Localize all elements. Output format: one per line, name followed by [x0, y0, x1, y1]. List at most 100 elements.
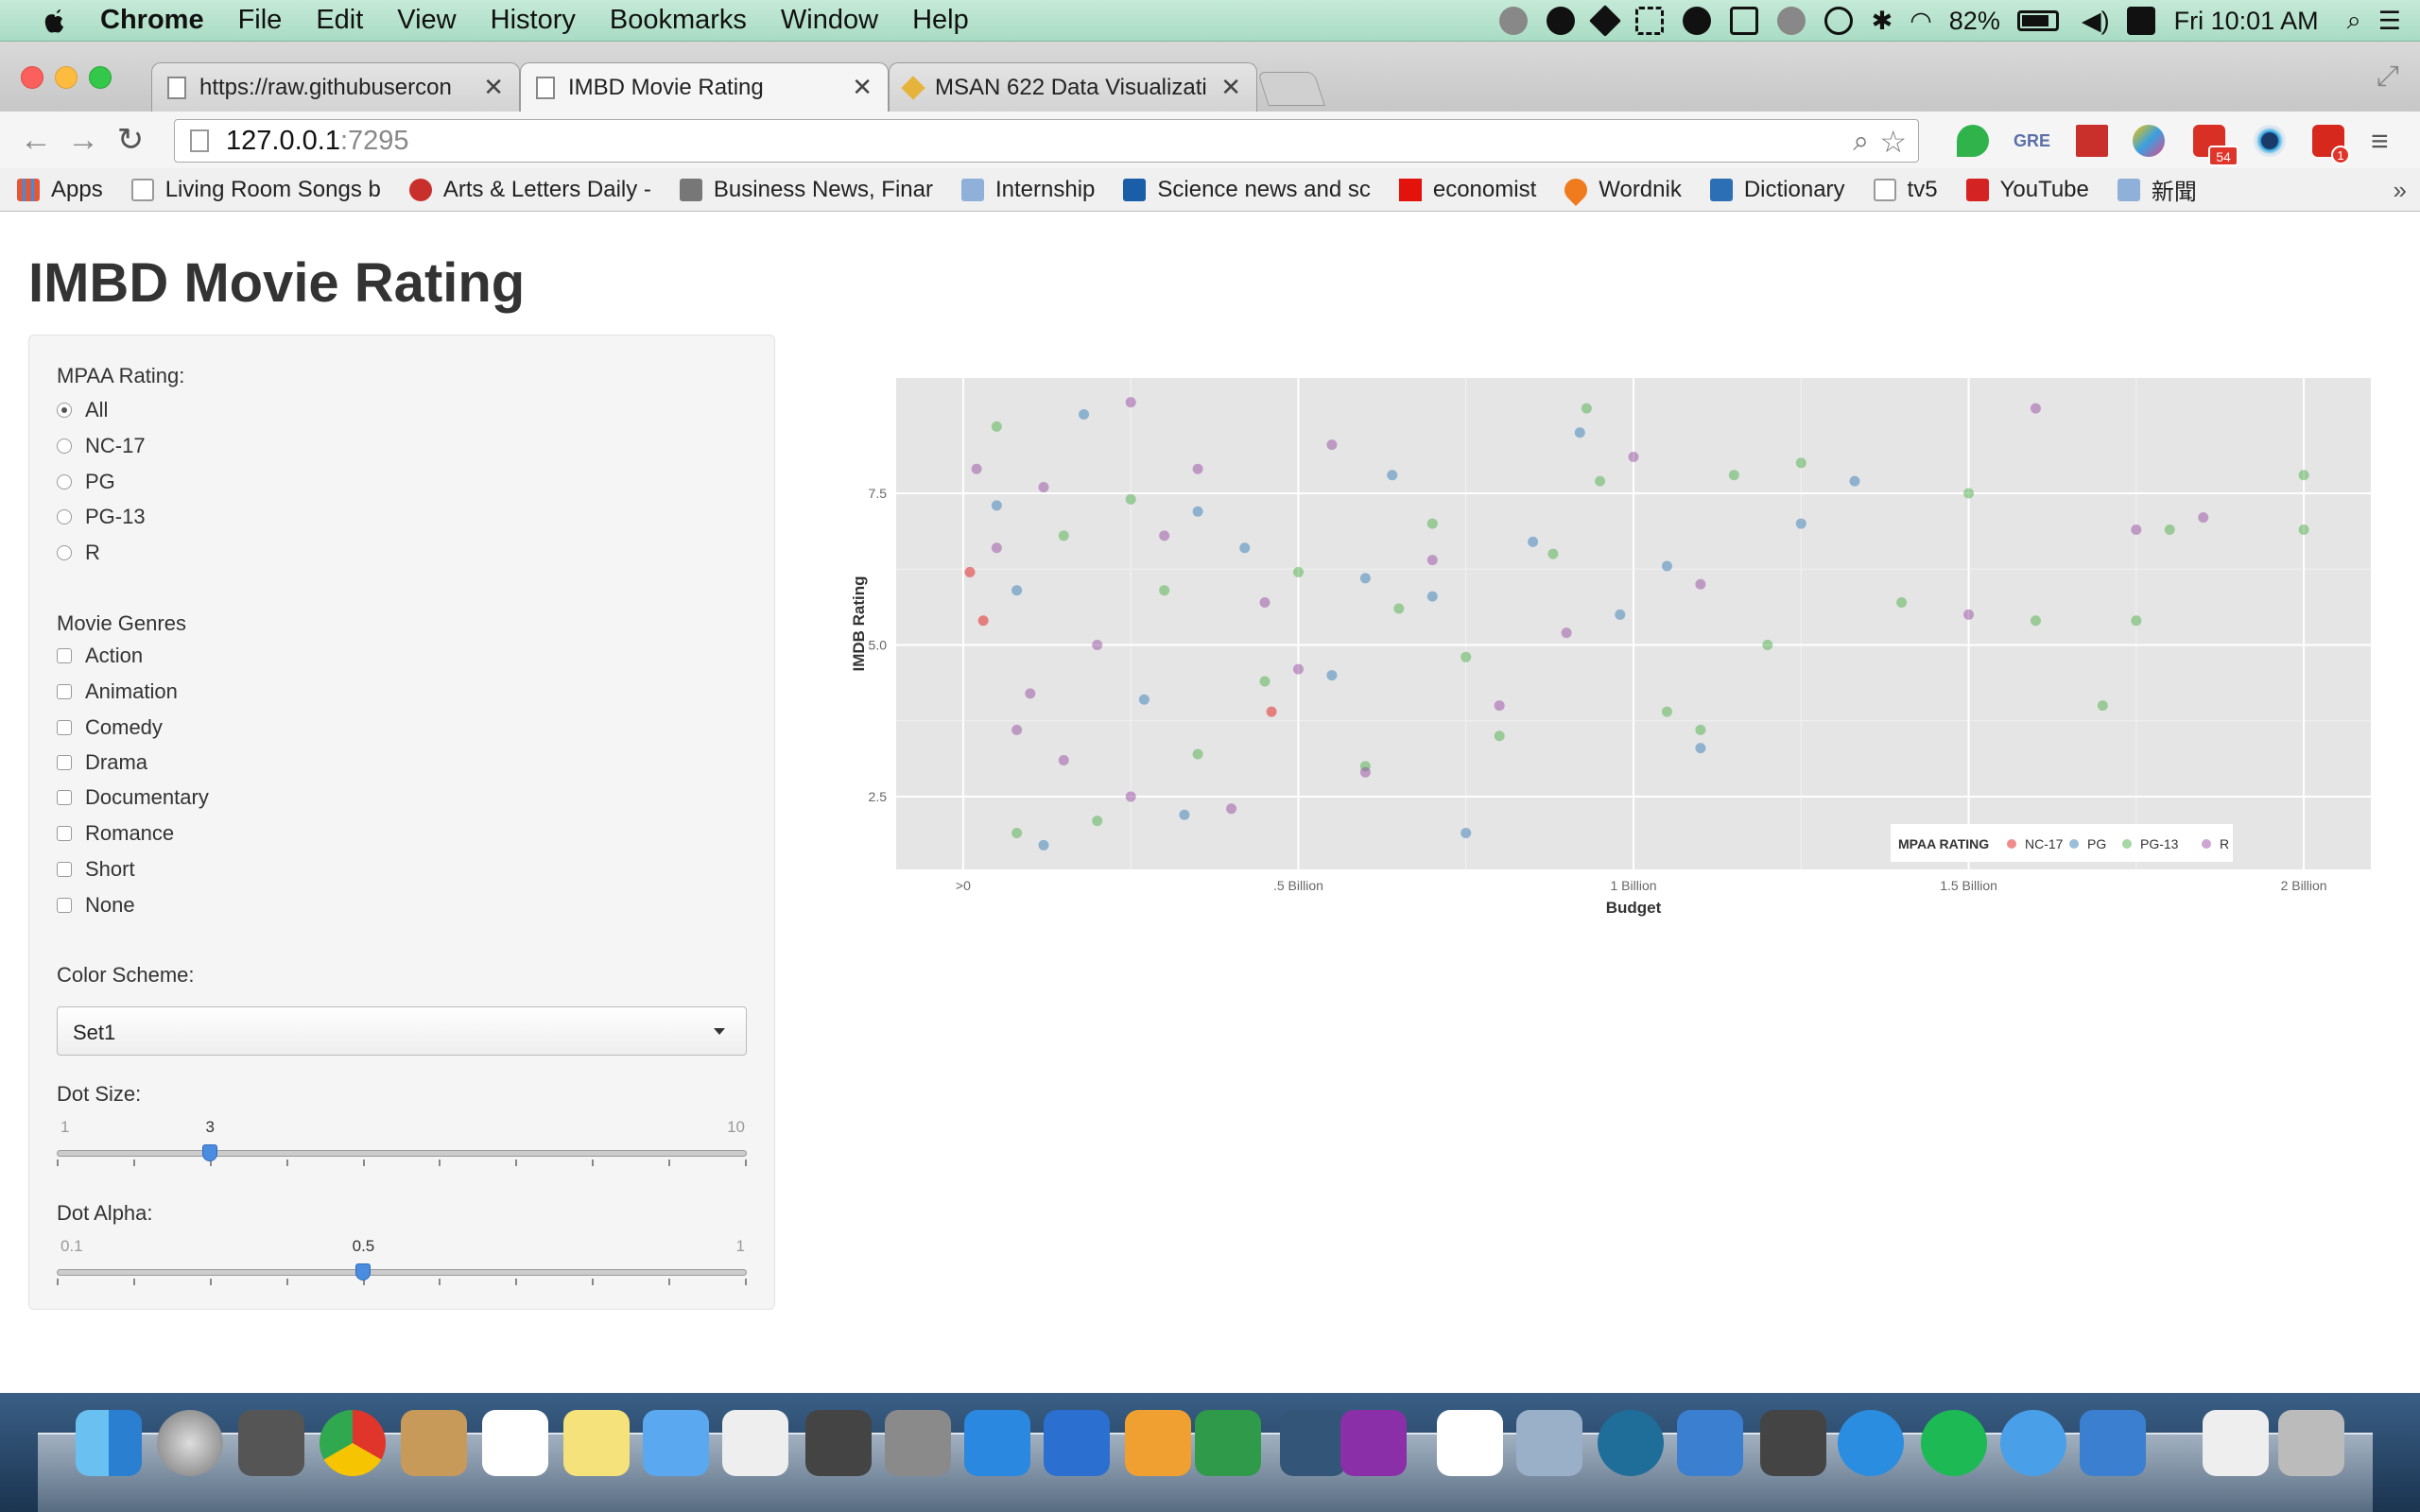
bookmark-living-room-songs[interactable]: Living Room Songs b	[130, 177, 381, 203]
menu-window[interactable]: Window	[780, 5, 879, 35]
bookmark-extension-icon[interactable]	[2076, 125, 2108, 157]
fullscreen-icon[interactable]: ⤢	[2377, 60, 2399, 92]
facetime-icon[interactable]	[805, 1410, 872, 1476]
gre-extension-icon[interactable]: GRE	[2014, 131, 2051, 150]
bookmark-wordnik[interactable]: Wordnik	[1560, 173, 1682, 206]
checkbox-short[interactable]: Short	[57, 857, 135, 882]
menu-view[interactable]: View	[397, 5, 457, 35]
bookmark-news-folder[interactable]: 新聞	[2117, 173, 2197, 206]
app-store-icon[interactable]	[964, 1410, 1030, 1476]
word-icon[interactable]	[1044, 1410, 1110, 1476]
zoom-window-button[interactable]	[89, 66, 112, 89]
radio-indicator[interactable]	[57, 474, 72, 490]
caffeine-icon[interactable]	[1682, 7, 1711, 35]
back-icon[interactable]: ←	[20, 122, 52, 158]
zoom-icon[interactable]: ⌕	[1853, 126, 1869, 157]
bookmark-arts-letters-daily[interactable]: Arts & Letters Daily -	[408, 177, 651, 203]
radio-indicator[interactable]	[57, 403, 72, 418]
documents-folder-icon[interactable]	[2203, 1410, 2269, 1476]
radio-indicator[interactable]	[57, 545, 72, 560]
checkbox-box[interactable]	[57, 898, 72, 913]
bookmark-internship[interactable]: Internship	[960, 177, 1095, 203]
preview-icon[interactable]	[722, 1410, 788, 1476]
readkit-icon[interactable]	[1729, 7, 1758, 35]
photo-browser-icon[interactable]	[238, 1410, 304, 1476]
grid-app-icon[interactable]	[1437, 1410, 1503, 1476]
menu-app-name[interactable]: Chrome	[100, 5, 204, 35]
volume-icon[interactable]: ◀)	[2081, 6, 2110, 35]
checkbox-box[interactable]	[57, 862, 72, 877]
menu-history[interactable]: History	[490, 5, 576, 35]
checkbox-box[interactable]	[57, 790, 72, 805]
reload-icon[interactable]: ↻	[116, 122, 145, 158]
battery-icon[interactable]	[2016, 10, 2059, 31]
bookmark-science-news[interactable]: Science news and sc	[1123, 177, 1371, 203]
onenote-icon[interactable]	[1340, 1410, 1407, 1476]
bluetooth-icon[interactable]: ✱	[1871, 6, 1893, 35]
input-method-icon[interactable]	[2126, 7, 2155, 35]
messages-icon[interactable]	[643, 1410, 709, 1476]
evernote-extension-icon[interactable]	[1957, 125, 1989, 157]
bookmark-economist[interactable]: economist	[1398, 177, 1536, 203]
stickies-icon[interactable]	[563, 1410, 630, 1476]
pages-icon[interactable]	[1125, 1410, 1191, 1476]
spotlight-search-icon[interactable]: ⌕	[2346, 6, 2361, 34]
checkbox-box[interactable]	[57, 720, 72, 735]
contacts-icon[interactable]	[401, 1410, 467, 1476]
more-bookmarks-icon[interactable]: »	[2393, 176, 2407, 204]
bookmark-tv5[interactable]: tv5	[1873, 177, 1938, 203]
slider-handle[interactable]	[202, 1144, 218, 1161]
radio-r[interactable]: R	[57, 541, 100, 565]
close-tab-icon[interactable]: ✕	[483, 73, 504, 101]
finder-icon[interactable]	[76, 1410, 142, 1476]
time-machine-icon[interactable]	[1824, 7, 1853, 35]
tab-github[interactable]: https://raw.githubusercon ✕	[151, 62, 520, 112]
checkbox-action[interactable]: Action	[57, 644, 143, 668]
checkbox-box[interactable]	[57, 684, 72, 699]
launchpad-icon[interactable]	[157, 1410, 223, 1476]
mail-icon[interactable]	[1516, 1410, 1582, 1476]
new-tab-button[interactable]	[1257, 72, 1325, 106]
checkbox-comedy[interactable]: Comedy	[57, 715, 163, 740]
color-scheme-select[interactable]: Set1	[57, 1006, 747, 1056]
camera-extension-icon[interactable]	[2254, 125, 2286, 157]
checkbox-box[interactable]	[57, 648, 72, 663]
menu-bookmarks[interactable]: Bookmarks	[609, 5, 747, 35]
safari-icon[interactable]	[2000, 1410, 2066, 1476]
bookmark-apps[interactable]: Apps	[17, 177, 103, 203]
close-tab-icon[interactable]: ✕	[1220, 73, 1241, 101]
bookmark-dictionary[interactable]: Dictionary	[1709, 177, 1845, 203]
slider-track[interactable]	[57, 1150, 747, 1157]
tab-msan-622[interactable]: MSAN 622 Data Visualizati ✕	[889, 62, 1257, 112]
close-tab-icon[interactable]: ✕	[852, 73, 873, 101]
chrome-icon[interactable]	[320, 1410, 386, 1476]
checkbox-drama[interactable]: Drama	[57, 750, 147, 775]
checkbox-box[interactable]	[57, 826, 72, 841]
slider-track[interactable]	[57, 1269, 747, 1276]
excel-icon[interactable]	[1195, 1410, 1261, 1476]
wifi-icon[interactable]: ◠	[1910, 6, 1932, 35]
radio-all[interactable]: All	[57, 398, 108, 422]
minimize-window-button[interactable]	[55, 66, 78, 89]
radio-indicator[interactable]	[57, 509, 72, 524]
evernote-icon[interactable]	[1546, 7, 1575, 35]
radio-pg-13[interactable]: PG-13	[57, 505, 146, 529]
close-window-button[interactable]	[21, 66, 43, 89]
notification-bell-icon[interactable]	[1776, 7, 1806, 35]
menu-help[interactable]: Help	[912, 5, 969, 35]
dot-alpha-slider[interactable]: 0.1 0.5 1	[57, 1237, 747, 1285]
screenshot-icon[interactable]	[1634, 7, 1664, 35]
forward-icon[interactable]: →	[67, 122, 99, 158]
menu-file[interactable]: File	[237, 5, 283, 35]
color-extension-icon[interactable]	[2133, 125, 2165, 157]
tab-imbd-movie-rating[interactable]: IMBD Movie Rating ✕	[520, 62, 889, 112]
sourcetree-icon[interactable]	[1598, 1410, 1664, 1476]
system-preferences-icon[interactable]	[885, 1410, 951, 1476]
apple-icon[interactable]	[38, 4, 72, 38]
checkbox-animation[interactable]: Animation	[57, 679, 178, 704]
drive-icon[interactable]	[1588, 5, 1621, 37]
checkbox-none[interactable]: None	[57, 893, 135, 918]
slider-handle[interactable]	[355, 1263, 372, 1280]
itunes-icon[interactable]	[1838, 1410, 1904, 1476]
r-icon[interactable]	[1677, 1410, 1743, 1476]
